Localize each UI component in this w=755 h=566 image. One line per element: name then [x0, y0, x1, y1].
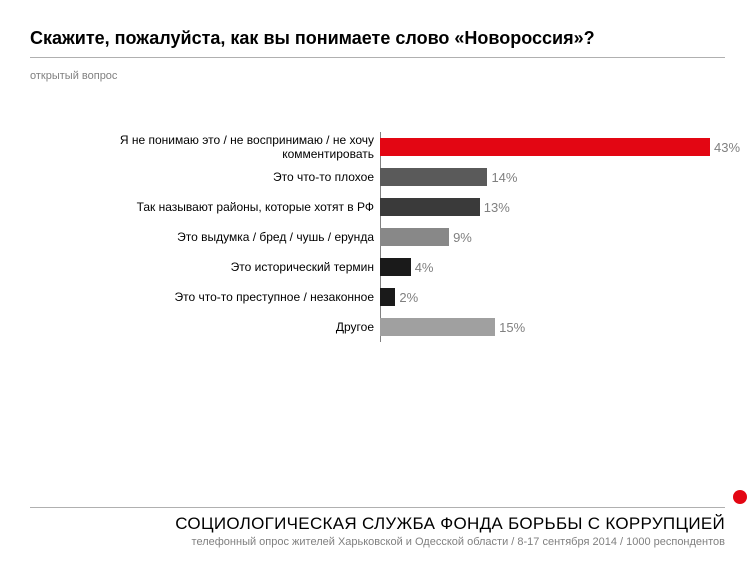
bar-area: 15%: [380, 312, 725, 342]
footer: СОЦИОЛОГИЧЕСКАЯ СЛУЖБА ФОНДА БОРЬБЫ С КО…: [175, 514, 725, 548]
bar-value: 43%: [714, 140, 740, 155]
bar-label: Другое: [30, 320, 380, 334]
bar-area: 13%: [380, 192, 725, 222]
bar: [380, 228, 449, 246]
bar-label: Это что-то преступное / незаконное: [30, 290, 380, 304]
bar-area: 9%: [380, 222, 725, 252]
bar-area: 2%: [380, 282, 725, 312]
footer-divider: [30, 507, 725, 508]
chart-row: Это что-то плохое 14%: [30, 162, 725, 192]
chart-row: Это что-то преступное / незаконное 2%: [30, 282, 725, 312]
chart-row: Я не понимаю это / не воспринимаю / не х…: [30, 132, 725, 162]
chart-subtitle: открытый вопрос: [30, 70, 725, 82]
footer-subtitle: телефонный опрос жителей Харьковской и О…: [175, 536, 725, 548]
bar-value: 15%: [499, 320, 525, 335]
bar-chart: Я не понимаю это / не воспринимаю / не х…: [30, 132, 725, 342]
bar-area: 14%: [380, 162, 725, 192]
bar-value: 9%: [453, 230, 472, 245]
brand-dot-icon: [733, 490, 747, 504]
bar-label: Я не понимаю это / не воспринимаю / не х…: [30, 133, 380, 161]
bar-value: 14%: [491, 170, 517, 185]
footer-title: СОЦИОЛОГИЧЕСКАЯ СЛУЖБА ФОНДА БОРЬБЫ С КО…: [175, 514, 725, 534]
bar: [380, 258, 411, 276]
bar-label: Это выдумка / бред / чушь / ерунда: [30, 230, 380, 244]
bar-value: 2%: [399, 290, 418, 305]
chart-row: Это выдумка / бред / чушь / ерунда 9%: [30, 222, 725, 252]
chart-row: Так называют районы, которые хотят в РФ 1…: [30, 192, 725, 222]
bar: [380, 138, 710, 156]
bar-area: 4%: [380, 252, 725, 282]
chart-title: Скажите, пожалуйста, как вы понимаете сл…: [30, 28, 725, 58]
bar: [380, 288, 395, 306]
chart-row: Это исторический термин 4%: [30, 252, 725, 282]
bar-area: 43%: [380, 132, 740, 162]
bar: [380, 168, 487, 186]
bar: [380, 318, 495, 336]
chart-row: Другое 15%: [30, 312, 725, 342]
bar-label: Это исторический термин: [30, 260, 380, 274]
bar-label: Это что-то плохое: [30, 170, 380, 184]
bar-value: 4%: [415, 260, 434, 275]
bar: [380, 198, 480, 216]
bar-value: 13%: [484, 200, 510, 215]
bar-label: Так называют районы, которые хотят в РФ: [30, 200, 380, 214]
